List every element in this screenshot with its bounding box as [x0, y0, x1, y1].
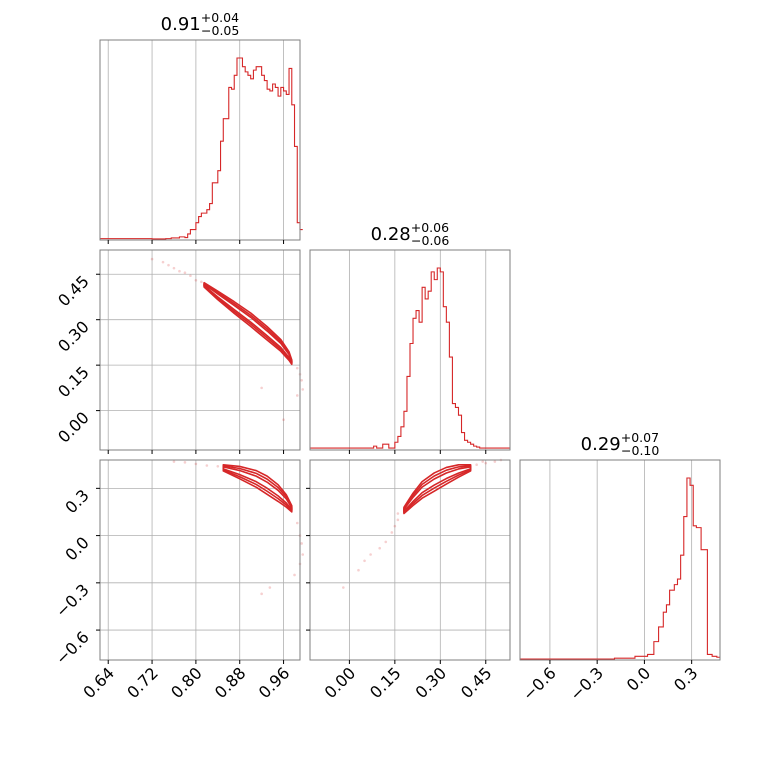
x-tick-label: 0.45 — [457, 663, 496, 702]
title-upper: +0.07 — [621, 430, 659, 445]
contour-level-3 — [403, 463, 472, 515]
x-tick-label: 0.0 — [623, 663, 654, 694]
scatter-point — [393, 524, 397, 528]
scatter-point — [484, 461, 488, 465]
y-tick-label: 0.30 — [54, 317, 93, 356]
y-tick-label: 0.00 — [54, 408, 93, 447]
x-tick-label: 0.00 — [321, 663, 360, 702]
contour-level-3 — [222, 463, 293, 513]
scatter-point — [172, 460, 176, 463]
scatter-point — [172, 266, 176, 270]
panel-frame — [99, 39, 301, 241]
x-tick-label: 0.72 — [123, 663, 162, 702]
title-median: 0.91 — [161, 14, 201, 35]
title-lower: −0.05 — [201, 23, 239, 38]
x-tick-label: 0.15 — [366, 663, 405, 702]
scatter-point — [268, 586, 272, 589]
scatter-point — [167, 263, 170, 267]
x-tick-label: 0.3 — [670, 663, 701, 694]
scatter-point — [357, 568, 360, 572]
scatter-point — [301, 388, 305, 391]
scatter-point — [194, 462, 198, 466]
scatter-point — [295, 394, 299, 397]
panel-frame — [99, 459, 301, 661]
scatter-point — [342, 586, 345, 589]
scatter-point — [300, 542, 303, 545]
scatter-point — [293, 573, 296, 577]
panel-2-1: 0.00 0.15 0.30 0.45 — [306, 458, 511, 702]
y-tick-label: 0.15 — [54, 363, 93, 402]
scatter-point — [396, 518, 400, 522]
scatter-point — [301, 553, 305, 556]
panel-1-1: 0.28+0.06 −0.06 — [309, 220, 511, 454]
title-median: 0.29 — [581, 434, 621, 455]
panel-1-0: 0.00 0.15 0.30 0.45 — [54, 249, 305, 454]
contour-level-3 — [203, 281, 293, 366]
panel-frame — [309, 459, 511, 661]
panel-title-2: 0.29+0.07 −0.10 — [581, 430, 660, 458]
scatter-point — [260, 386, 263, 390]
title-median: 0.28 — [371, 224, 411, 245]
histogram-line — [100, 57, 303, 240]
scatter-point — [300, 379, 303, 382]
scatter-point — [396, 512, 400, 515]
x-tick-label: 0.96 — [255, 663, 294, 702]
title-lower: −0.06 — [411, 233, 449, 248]
panel-0-0: 0.91+0.04 −0.05 — [99, 10, 303, 244]
scatter-point — [390, 531, 394, 534]
scatter-point — [260, 592, 263, 596]
histogram-line — [310, 267, 510, 449]
scatter-point — [363, 559, 366, 563]
scatter-point — [481, 460, 485, 463]
x-tick-label: −0.3 — [566, 663, 607, 704]
scatter-point — [384, 540, 388, 544]
title-lower: −0.10 — [621, 443, 659, 458]
scatter-point — [194, 279, 198, 282]
panel-2-0: 0.64 0.72 0.80 0.88 0.96 −0.6 −0.3 0.0 0.3 — [52, 459, 305, 702]
panel-frame — [99, 249, 301, 451]
panel-frame — [309, 249, 511, 451]
scatter-point — [200, 280, 203, 284]
scatter-point — [183, 461, 187, 464]
scatter-point — [369, 553, 372, 556]
scatter-point — [493, 460, 497, 463]
y-tick-label: −0.6 — [52, 627, 93, 668]
scatter-point — [378, 546, 381, 550]
scatter-point — [205, 464, 209, 467]
x-tick-label: 0.30 — [412, 663, 451, 702]
scatter-point — [150, 257, 154, 261]
scatter-point — [183, 271, 187, 275]
x-tick-label: 0.88 — [211, 663, 250, 702]
panel-frame — [519, 459, 721, 661]
y-tick-label: −0.3 — [52, 580, 93, 621]
histogram-line — [520, 477, 720, 660]
scatter-point — [216, 464, 220, 468]
scatter-point — [295, 366, 299, 370]
scatter-point — [178, 269, 181, 273]
title-upper: +0.06 — [411, 220, 449, 235]
scatter-point — [282, 418, 285, 421]
scatter-point — [161, 260, 165, 264]
y-tick-label: 0.0 — [61, 533, 92, 564]
panel-title-0: 0.91+0.04 −0.05 — [161, 10, 240, 38]
y-tick-label: 0.45 — [54, 272, 93, 311]
y-tick-label: 0.3 — [61, 486, 92, 517]
scatter-point — [475, 463, 478, 467]
panel-title-1: 0.28+0.06 −0.06 — [371, 220, 450, 248]
scatter-point — [295, 521, 299, 525]
x-tick-label: 0.64 — [79, 663, 118, 702]
panel-2-2: 0.29+0.07 −0.10 −0.6 −0.3 0.0 0.3 — [519, 430, 721, 704]
x-tick-label: 0.80 — [167, 663, 206, 702]
scatter-point — [189, 274, 192, 278]
x-tick-label: −0.6 — [519, 663, 560, 704]
title-upper: +0.04 — [201, 10, 239, 25]
